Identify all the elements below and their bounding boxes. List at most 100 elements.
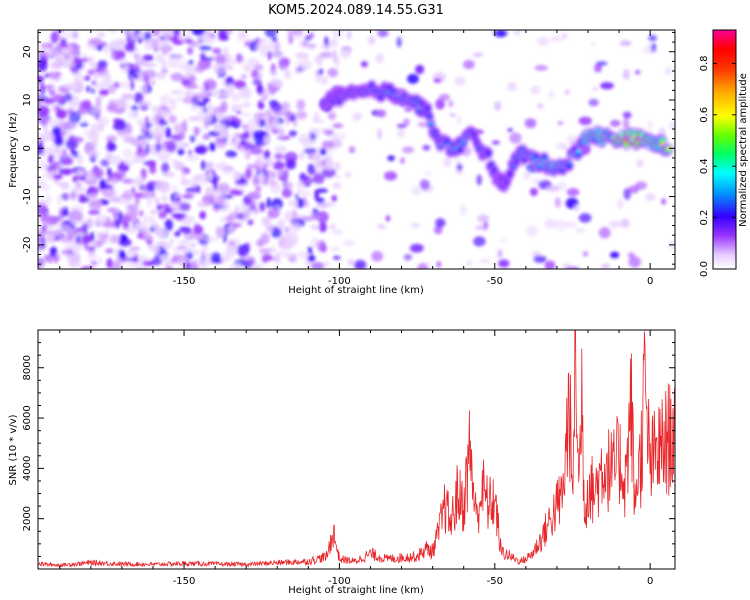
noise-blob <box>203 161 214 168</box>
noise-blob <box>114 99 127 104</box>
noise-blob <box>271 37 278 42</box>
noise-blob <box>197 200 210 208</box>
noise-blob <box>50 61 63 70</box>
x-tick-label: -150 <box>173 276 196 287</box>
noise-blob <box>184 38 193 44</box>
noise-blob <box>54 135 64 147</box>
x-tick-label: -100 <box>328 576 351 587</box>
noise-blob <box>573 204 580 212</box>
noise-blob <box>318 68 324 76</box>
noise-blob <box>159 94 172 105</box>
noise-blob <box>253 134 264 145</box>
noise-blob <box>185 187 199 192</box>
noise-blob <box>334 161 341 171</box>
noise-blob <box>582 251 589 257</box>
noise-blob <box>60 192 70 201</box>
noise-blob <box>76 108 88 115</box>
noise-blob <box>244 150 251 160</box>
noise-blob <box>176 95 182 103</box>
colorbar-gradient <box>713 30 736 269</box>
noise-blob <box>616 198 624 210</box>
snr-frame <box>37 329 676 570</box>
noise-blob <box>137 100 152 108</box>
noise-blob <box>59 236 66 243</box>
noise-blob <box>261 254 273 261</box>
noise-blob <box>142 62 157 67</box>
noise-blob <box>85 85 91 93</box>
noise-blob <box>331 195 337 202</box>
noise-blob <box>226 65 234 70</box>
snr-xlabel: Height of straight line (km) <box>288 585 424 596</box>
noise-blob <box>243 212 250 220</box>
noise-blob <box>525 225 539 238</box>
noise-blob <box>410 222 420 228</box>
ridge-cell <box>566 162 573 170</box>
noise-blob <box>314 189 320 201</box>
spectrogram-frame <box>37 29 676 270</box>
noise-blob <box>161 30 172 38</box>
noise-blob <box>396 36 402 48</box>
noise-blob <box>178 239 191 245</box>
noise-blob <box>164 219 174 231</box>
noise-blob <box>126 257 139 262</box>
noise-blob <box>178 131 186 140</box>
noise-blob <box>167 57 179 69</box>
noise-blob <box>131 73 139 79</box>
noise-blob <box>311 154 321 162</box>
noise-blob <box>308 32 315 39</box>
noise-blob <box>265 158 275 167</box>
noise-blob <box>537 103 544 110</box>
noise-blob <box>565 266 580 269</box>
noise-blob <box>575 227 586 234</box>
noise-blob <box>560 143 567 150</box>
noise-blob <box>91 80 97 86</box>
noise-blob <box>513 30 522 36</box>
noise-blob <box>628 185 640 194</box>
noise-blob <box>667 121 675 130</box>
noise-blob <box>537 36 550 47</box>
noise-blob <box>281 187 293 198</box>
noise-blob <box>600 82 614 90</box>
noise-blob <box>170 185 179 191</box>
noise-blob <box>122 147 133 159</box>
noise-blob <box>225 215 235 223</box>
noise-blob <box>136 119 145 125</box>
noise-blob <box>238 30 243 42</box>
noise-blob <box>55 105 61 114</box>
noise-blob <box>593 63 603 73</box>
noise-blob <box>187 149 193 157</box>
noise-blob <box>238 133 248 140</box>
colorbar-ticks: 0.0 0.2 0.4 0.6 0.8 <box>699 55 736 277</box>
noise-blob <box>241 124 249 129</box>
noise-blob <box>507 82 517 92</box>
noise-blob <box>145 77 150 87</box>
noise-blob <box>81 222 89 230</box>
noise-blob <box>106 258 113 269</box>
noise-blob <box>266 197 271 209</box>
noise-blob <box>239 139 247 147</box>
noise-blob <box>403 118 411 127</box>
noise-blob <box>210 191 216 197</box>
noise-blob <box>198 45 212 51</box>
noise-blob <box>108 99 117 112</box>
noise-blob <box>47 154 54 165</box>
noise-blob <box>315 74 321 83</box>
noise-blob <box>269 179 278 187</box>
noise-blob <box>353 259 367 269</box>
noise-blob <box>171 213 186 219</box>
noise-blob <box>347 258 355 266</box>
noise-blob <box>249 205 257 212</box>
noise-blob <box>240 112 252 117</box>
noise-blob <box>121 191 133 202</box>
noise-blob <box>533 255 547 263</box>
noise-blob <box>601 264 611 269</box>
noise-blob <box>120 81 130 89</box>
noise-blob <box>185 73 190 80</box>
noise-blob <box>82 99 92 110</box>
colorbar-tick-label: 0.6 <box>699 107 710 123</box>
noise-blob <box>95 231 102 239</box>
noise-blob <box>338 133 347 139</box>
noise-blob <box>622 117 630 130</box>
noise-blob <box>187 46 194 56</box>
noise-blob <box>41 172 54 180</box>
